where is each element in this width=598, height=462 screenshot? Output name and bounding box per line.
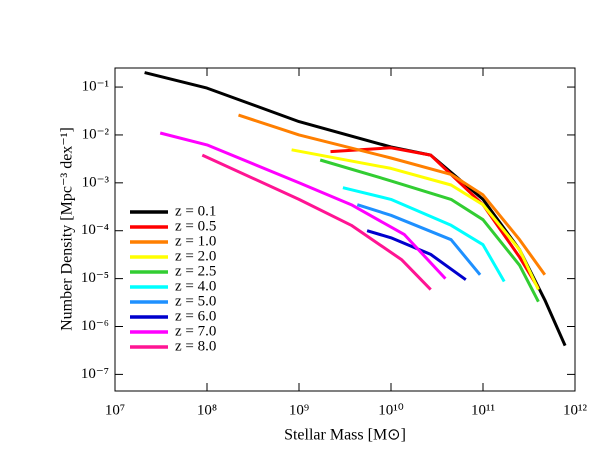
y-tick-label: 10⁻⁷	[81, 366, 109, 382]
x-tick-label: 10⁸	[197, 402, 217, 418]
y-tick-label: 10⁻⁶	[81, 318, 109, 334]
series-line	[366, 229, 467, 281]
x-axis-label: Stellar Mass [M⊙]	[284, 427, 406, 444]
legend-label: z = 1.0	[175, 233, 216, 249]
series-line	[342, 186, 506, 283]
plot-frame	[114, 67, 576, 392]
series-line	[201, 153, 432, 291]
legend-label: z = 2.0	[175, 248, 216, 264]
legend-label: z = 7.0	[175, 323, 216, 339]
series-line	[159, 131, 447, 280]
series-line	[319, 158, 540, 303]
legend-label: z = 8.0	[175, 338, 216, 354]
x-tick-label: 10¹¹	[471, 402, 495, 418]
legend-label: z = 6.0	[175, 308, 216, 324]
legend-label: z = 2.5	[175, 263, 216, 279]
x-tick-label: 10¹²	[563, 402, 587, 418]
legend-label: z = 0.1	[175, 203, 216, 219]
series-line	[291, 148, 540, 291]
y-tick-label: 10⁻¹	[82, 78, 109, 94]
series-line	[238, 113, 547, 276]
x-tick-label: 10⁷	[105, 402, 125, 418]
legend-label: z = 4.0	[175, 278, 216, 294]
series-line	[330, 146, 540, 289]
x-tick-label: 10¹⁰	[378, 402, 404, 418]
y-axis-label: Number Density [Mpc⁻³ dex⁻¹]	[59, 127, 76, 331]
y-tick-label: 10⁻²	[82, 126, 110, 142]
x-tick-label: 10⁹	[289, 402, 309, 418]
legend-label: z = 0.5	[175, 218, 216, 234]
y-tick-label: 10⁻³	[82, 174, 110, 190]
legend-label: z = 5.0	[175, 293, 216, 309]
y-tick-label: 10⁻⁴	[81, 222, 109, 238]
series-line	[356, 203, 482, 276]
y-tick-label: 10⁻⁵	[81, 270, 109, 286]
